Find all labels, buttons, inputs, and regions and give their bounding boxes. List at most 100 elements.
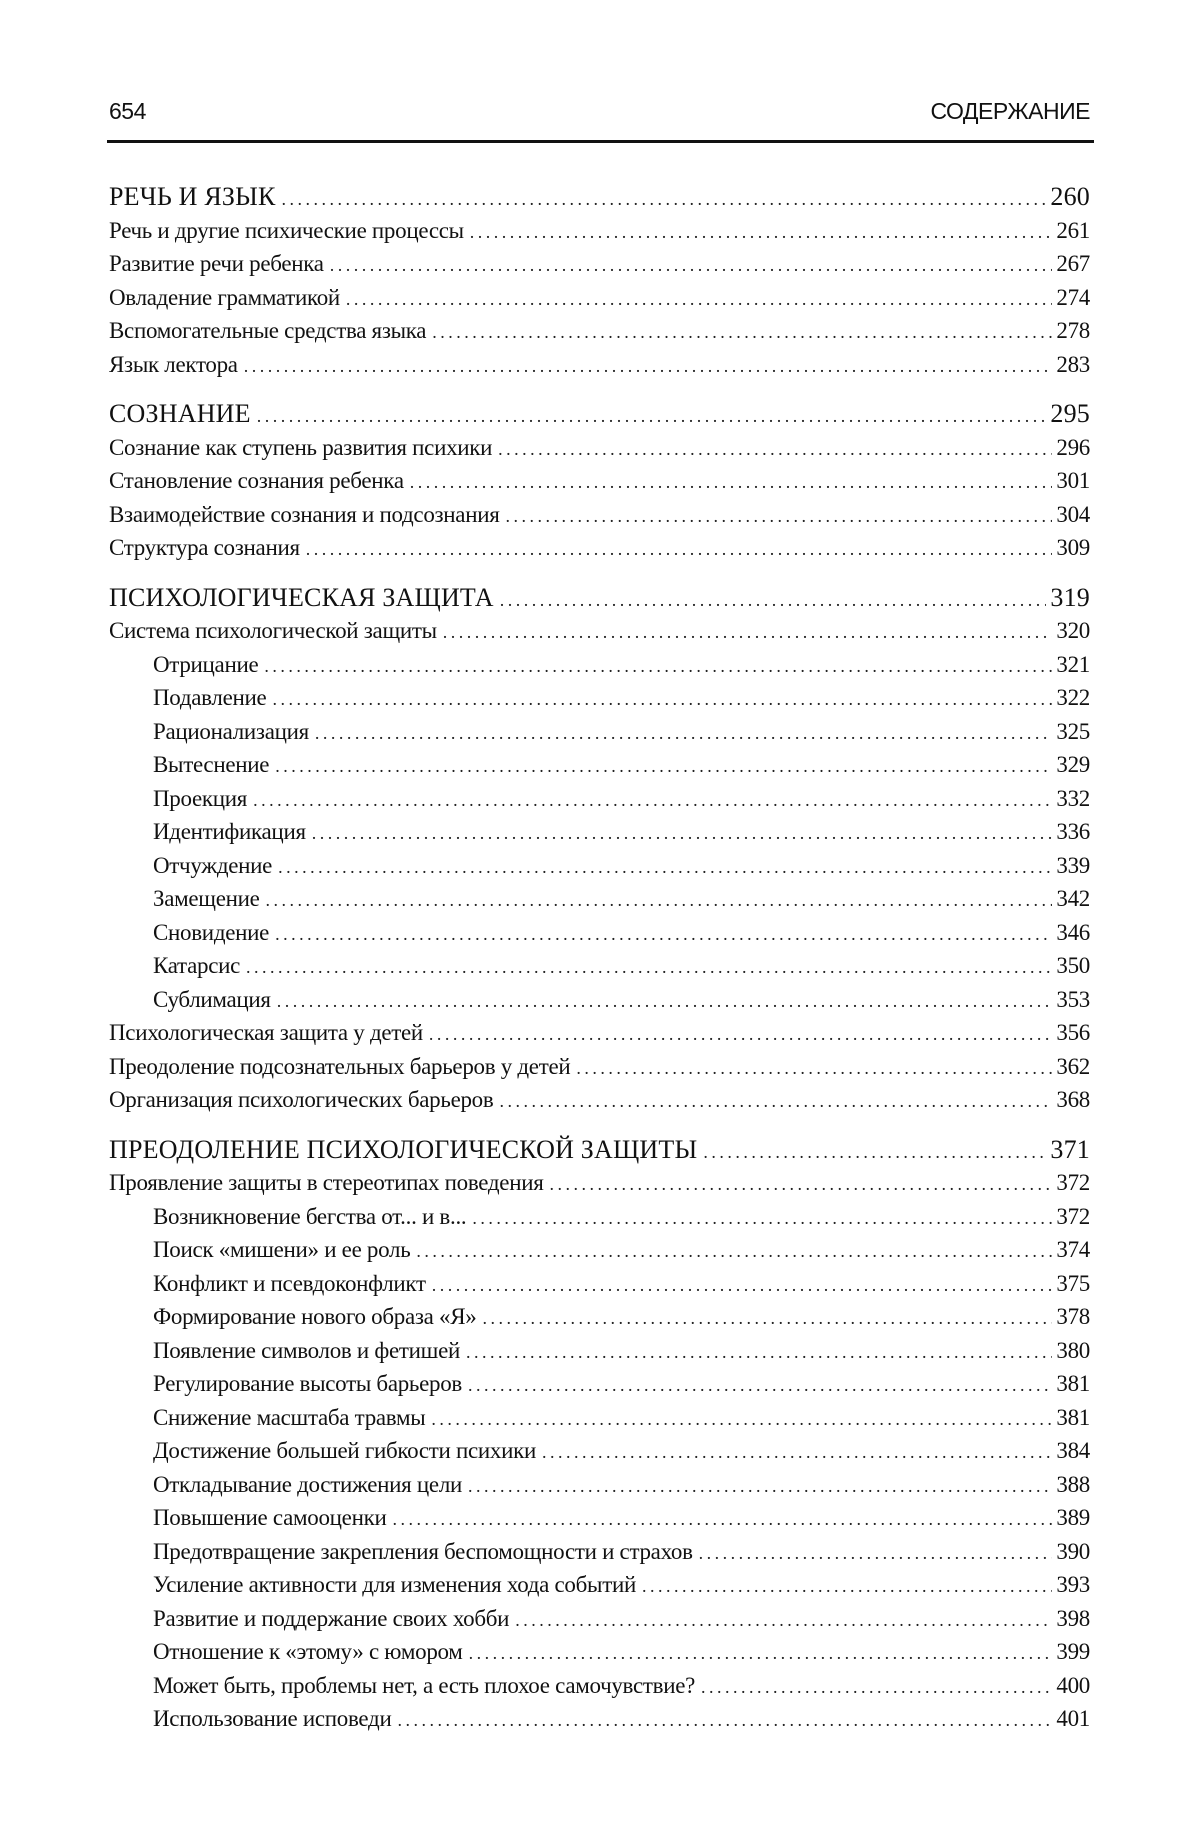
- toc-section-heading[interactable]: ПРЕОДОЛЕНИЕ ПСИХОЛОГИЧЕСКОЙ ЗАЩИТЫ371: [109, 1133, 1090, 1167]
- toc-entry[interactable]: Становление сознания ребенка301: [109, 464, 1090, 498]
- toc-subentry[interactable]: Может быть, проблемы нет, а есть плохое …: [109, 1669, 1090, 1703]
- toc-page-number: 320: [1052, 614, 1090, 648]
- dot-leader: [469, 1637, 1053, 1671]
- toc-entry-title: Отрицание: [109, 648, 264, 682]
- toc-entry-title: Предотвращение закрепления беспомощности…: [109, 1535, 699, 1569]
- toc-page-number: 339: [1052, 849, 1090, 883]
- toc-subentry[interactable]: Формирование нового образа «Я»378: [109, 1300, 1090, 1334]
- toc-subentry[interactable]: Регулирование высоты барьеров381: [109, 1367, 1090, 1401]
- toc-page-number: 309: [1052, 531, 1090, 565]
- toc-entry-title: Подавление: [109, 681, 272, 715]
- dot-leader: [306, 533, 1053, 567]
- toc-entry-title: РЕЧЬ И ЯЗЫК: [109, 180, 282, 214]
- toc-subentry[interactable]: Усиление активности для изменения хода с…: [109, 1568, 1090, 1602]
- toc-page-number: 389: [1052, 1501, 1090, 1535]
- toc-subentry[interactable]: Конфликт и псевдоконфликт375: [109, 1267, 1090, 1301]
- dot-leader: [392, 1503, 1052, 1537]
- toc-entry[interactable]: Сознание как ступень развития психики296: [109, 431, 1090, 465]
- toc-entry-title: СОЗНАНИЕ: [109, 397, 257, 431]
- toc-entry[interactable]: Проявление защиты в стереотипах поведени…: [109, 1166, 1090, 1200]
- toc-page-number: 374: [1052, 1233, 1090, 1267]
- toc-subentry[interactable]: Рационализация325: [109, 715, 1090, 749]
- toc-entry-title: Становление сознания ребенка: [109, 464, 410, 498]
- dot-leader: [470, 216, 1053, 250]
- toc-entry-title: Овладение грамматикой: [109, 281, 346, 315]
- dot-leader: [275, 750, 1052, 784]
- toc-subentry[interactable]: Предотвращение закрепления беспомощности…: [109, 1535, 1090, 1569]
- dot-leader: [498, 433, 1052, 467]
- toc-entry-title: Отчуждение: [109, 849, 278, 883]
- toc-entry-title: Идентификация: [109, 815, 312, 849]
- toc-entry-title: Вспомогательные средства языка: [109, 314, 432, 348]
- toc-entry[interactable]: Язык лектора283: [109, 348, 1090, 382]
- toc-subentry[interactable]: Использование исповеди401: [109, 1702, 1090, 1736]
- toc-section-heading[interactable]: ПСИХОЛОГИЧЕСКАЯ ЗАЩИТА319: [109, 581, 1090, 615]
- toc-section-heading[interactable]: СОЗНАНИЕ 295: [109, 397, 1090, 431]
- toc-section: ПСИХОЛОГИЧЕСКАЯ ЗАЩИТА319Система психоло…: [109, 581, 1090, 1117]
- toc-subentry[interactable]: Катарсис350: [109, 949, 1090, 983]
- toc-entry-title: Сновидение: [109, 916, 275, 950]
- toc-subentry[interactable]: Идентификация 336: [109, 815, 1090, 849]
- toc-entry-title: Усиление активности для изменения хода с…: [109, 1568, 642, 1602]
- toc-entry-title: Структура сознания: [109, 531, 306, 565]
- toc-section: ПРЕОДОЛЕНИЕ ПСИХОЛОГИЧЕСКОЙ ЗАЩИТЫ371Про…: [109, 1133, 1090, 1736]
- toc-section-heading[interactable]: РЕЧЬ И ЯЗЫК260: [109, 180, 1090, 214]
- dot-leader: [699, 1537, 1053, 1571]
- toc-subentry[interactable]: Подавление322: [109, 681, 1090, 715]
- toc-subentry[interactable]: Отношение к «этому» с юмором399: [109, 1635, 1090, 1669]
- toc-subentry[interactable]: Развитие и поддержание своих хобби398: [109, 1602, 1090, 1636]
- toc-subentry[interactable]: Проекция332: [109, 782, 1090, 816]
- toc-subentry[interactable]: Замещение342: [109, 882, 1090, 916]
- toc-entry[interactable]: Структура сознания 309: [109, 531, 1090, 565]
- toc-entry-title: Формирование нового образа «Я»: [109, 1300, 482, 1334]
- toc-entry[interactable]: Организация психологических барьеров368: [109, 1083, 1090, 1117]
- toc-entry-title: Психологическая защита у детей: [109, 1016, 429, 1050]
- toc-entry[interactable]: Взаимодействие сознания и подсознания304: [109, 498, 1090, 532]
- toc-subentry[interactable]: Повышение самооценки389: [109, 1501, 1090, 1535]
- toc-subentry[interactable]: Отчуждение 339: [109, 849, 1090, 883]
- toc-page-number: 267: [1052, 247, 1090, 281]
- toc-subentry[interactable]: Вытеснение329: [109, 748, 1090, 782]
- toc-subentry[interactable]: Возникновение бегства от... и в...372: [109, 1200, 1090, 1234]
- toc-page-number: 346: [1052, 916, 1090, 950]
- toc-entry-title: ПРЕОДОЛЕНИЕ ПСИХОЛОГИЧЕСКОЙ ЗАЩИТЫ: [109, 1133, 703, 1167]
- toc-page-number: 319: [1046, 581, 1090, 615]
- toc-subentry[interactable]: Сновидение 346: [109, 916, 1090, 950]
- toc-subentry[interactable]: Сублимация353: [109, 983, 1090, 1017]
- toc-entry-title: Откладывание достижения цели: [109, 1468, 468, 1502]
- toc-subentry[interactable]: Поиск «мишени» и ее роль374: [109, 1233, 1090, 1267]
- toc-entry[interactable]: Преодоление подсознательных барьеров у д…: [109, 1050, 1090, 1084]
- dot-leader: [275, 918, 1052, 952]
- dot-leader: [432, 1269, 1053, 1303]
- toc-page-number: 353: [1052, 983, 1090, 1017]
- toc-entry[interactable]: Речь и другие психические процессы261: [109, 214, 1090, 248]
- toc-subentry[interactable]: Снижение масштаба травмы381: [109, 1401, 1090, 1435]
- toc-entry[interactable]: Овладение грамматикой 274: [109, 281, 1090, 315]
- dot-leader: [542, 1436, 1052, 1470]
- dot-leader: [410, 466, 1053, 500]
- toc-page-number: 274: [1052, 281, 1090, 315]
- running-header: 654 СОДЕРЖАНИЕ: [109, 96, 1090, 126]
- toc-page-number: 295: [1046, 397, 1090, 431]
- toc-entry-title: Развитие речи ребенка: [109, 247, 330, 281]
- toc-entry[interactable]: Психологическая защита у детей 356: [109, 1016, 1090, 1050]
- toc-entry[interactable]: Вспомогательные средства языка278: [109, 314, 1090, 348]
- toc-subentry[interactable]: Достижение большей гибкости психики 384: [109, 1434, 1090, 1468]
- dot-leader: [312, 817, 1053, 851]
- toc-subentry[interactable]: Откладывание достижения цели388: [109, 1468, 1090, 1502]
- dot-leader: [432, 316, 1052, 350]
- dot-leader: [500, 584, 1047, 618]
- toc-page-number: 336: [1052, 815, 1090, 849]
- toc-entry[interactable]: Система психологической защиты320: [109, 614, 1090, 648]
- toc-page-number: 356: [1052, 1016, 1090, 1050]
- dot-leader: [277, 985, 1053, 1019]
- toc-entry[interactable]: Развитие речи ребенка 267: [109, 247, 1090, 281]
- dot-leader: [416, 1235, 1052, 1269]
- toc-subentry[interactable]: Отрицание321: [109, 648, 1090, 682]
- toc-entry-title: Достижение большей гибкости психики: [109, 1434, 542, 1468]
- toc-subentry[interactable]: Появление символов и фетишей380: [109, 1334, 1090, 1368]
- toc-page-number: 261: [1052, 214, 1090, 248]
- toc-page-number: 384: [1052, 1434, 1090, 1468]
- dot-leader: [278, 851, 1052, 885]
- toc-entry-title: Катарсис: [109, 949, 246, 983]
